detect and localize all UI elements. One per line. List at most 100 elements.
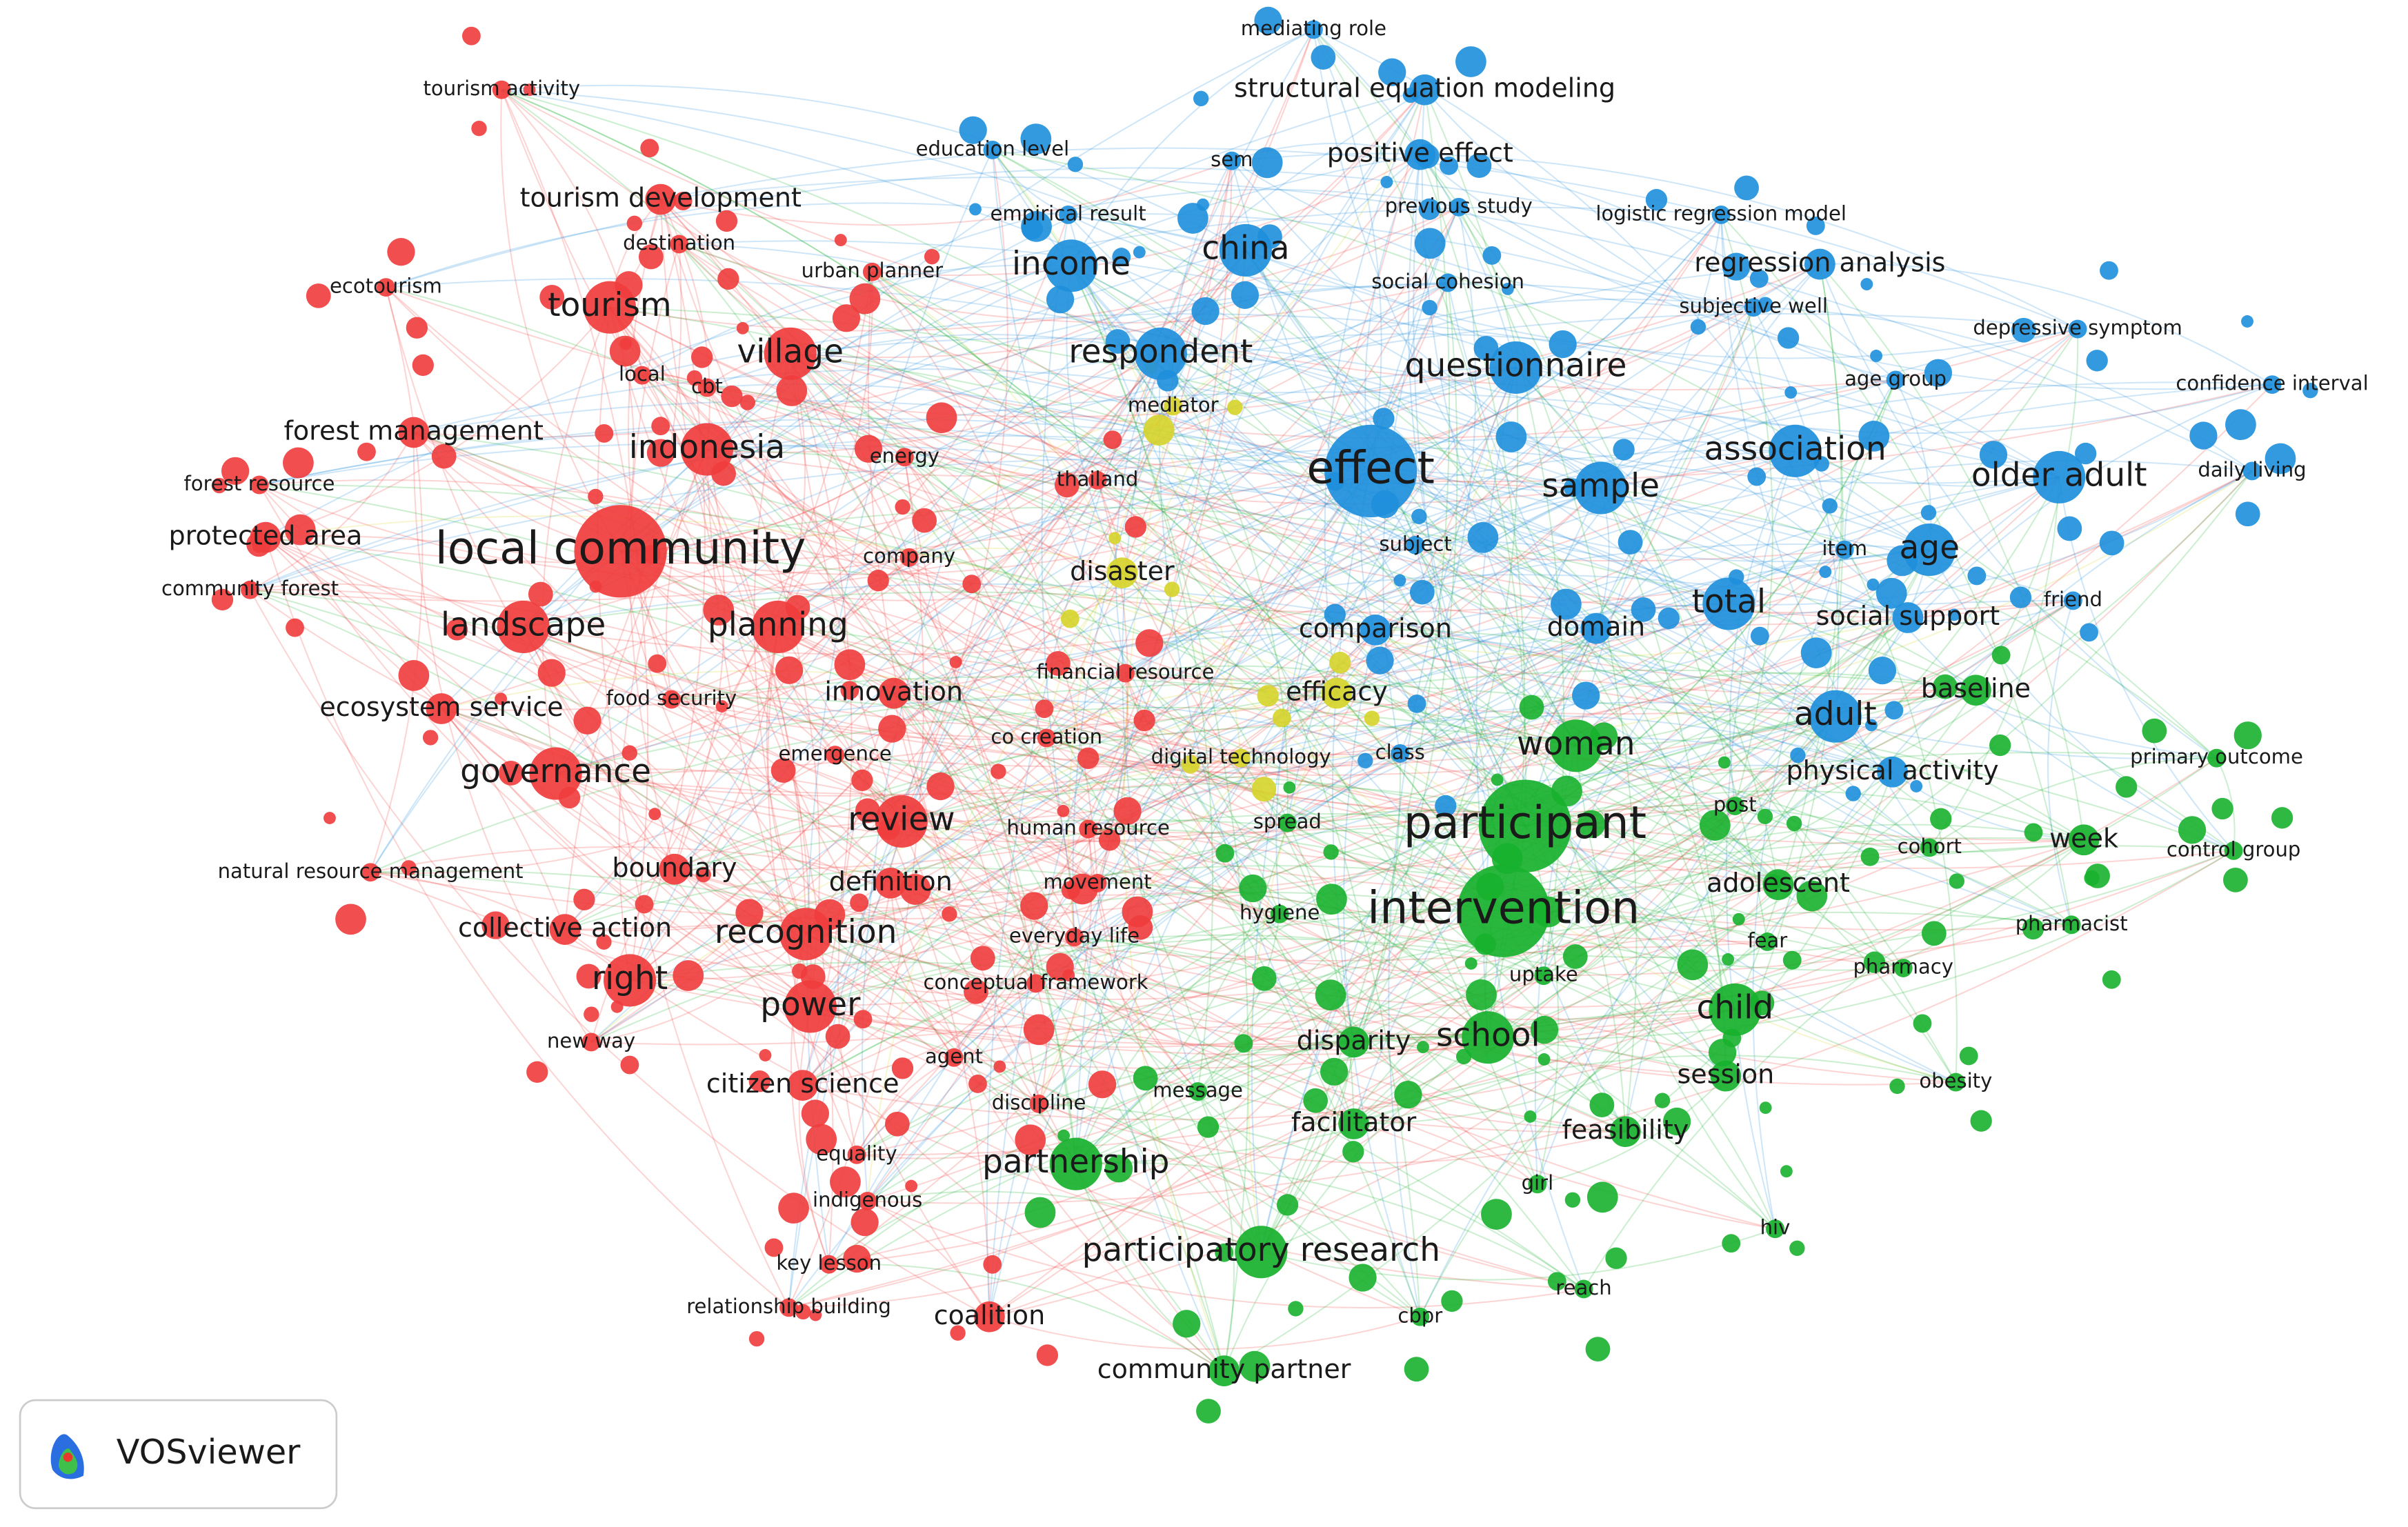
edge <box>590 933 806 1043</box>
edge <box>370 706 1577 873</box>
node <box>412 354 434 377</box>
node-label: forest management <box>284 415 544 446</box>
node <box>1036 1344 1059 1366</box>
edge <box>250 589 1355 1043</box>
edge <box>1370 214 1722 472</box>
node <box>1411 1307 1430 1326</box>
edge <box>265 537 806 935</box>
node <box>1026 974 1046 993</box>
node-label: local community <box>435 523 806 575</box>
node <box>1049 1137 1102 1190</box>
node <box>633 366 652 385</box>
node-label: pharmacist <box>2016 912 2128 935</box>
node <box>1394 1080 1422 1109</box>
node <box>847 1145 866 1164</box>
node-label: landscape <box>441 606 606 643</box>
node-label: thailand <box>1057 467 1139 490</box>
edge <box>1515 367 2273 434</box>
edge <box>1834 383 2273 717</box>
node <box>1060 609 1079 628</box>
edge <box>810 934 1544 1008</box>
edge <box>630 752 1401 981</box>
node <box>1589 1092 1615 1118</box>
edge <box>1035 982 1735 1051</box>
node-label: school <box>1436 1017 1540 1055</box>
edge <box>629 626 779 981</box>
edge <box>386 286 1288 824</box>
node-label: positive effect <box>1327 138 1513 168</box>
node <box>2057 516 2082 541</box>
edge <box>1375 629 1956 1084</box>
node <box>1654 1092 1671 1108</box>
node <box>2225 409 2256 441</box>
node <box>241 580 259 599</box>
edge <box>619 550 1280 915</box>
node-label: energy <box>870 444 939 468</box>
edge <box>370 689 1976 920</box>
node <box>968 1075 987 1093</box>
edge <box>629 850 2234 1046</box>
node <box>1863 951 1886 973</box>
node <box>1077 747 1099 770</box>
node-label: age <box>1900 529 1960 567</box>
node <box>2086 350 2108 372</box>
node <box>779 1298 798 1317</box>
edge <box>1503 771 1893 912</box>
edge <box>564 669 1976 930</box>
edge <box>1122 572 1909 657</box>
node <box>695 866 711 883</box>
edge <box>413 432 1930 613</box>
node <box>878 715 906 743</box>
node <box>1037 728 1056 748</box>
edge <box>1487 549 1931 1039</box>
edge <box>500 90 621 552</box>
edge <box>1261 1228 1775 1281</box>
node <box>801 1099 829 1128</box>
node <box>1913 1014 1932 1033</box>
edge <box>1260 690 1977 1253</box>
edge <box>1160 282 1449 355</box>
node-label: woman <box>1517 725 1635 763</box>
node <box>875 795 928 848</box>
node <box>1562 944 1588 969</box>
edge <box>1088 828 1735 1010</box>
node <box>387 238 415 266</box>
node <box>1749 269 1769 288</box>
node <box>875 868 906 899</box>
edge <box>867 1190 1262 1253</box>
node <box>1718 756 1731 769</box>
edge <box>802 629 1376 1086</box>
edge <box>673 457 906 870</box>
node-label: movement <box>1043 870 1151 893</box>
node <box>686 370 703 386</box>
node <box>1435 795 1457 817</box>
edge <box>1088 701 1835 830</box>
node <box>867 570 889 592</box>
edge <box>555 768 1098 884</box>
node <box>1418 198 1440 220</box>
edge <box>893 693 1037 984</box>
edge <box>810 975 1544 1048</box>
edge <box>1260 263 1821 1252</box>
edge <box>1575 745 2072 926</box>
edge <box>670 263 1820 700</box>
node <box>1020 123 1052 154</box>
edge <box>1248 692 1337 1252</box>
node-label: baseline <box>1921 673 2031 703</box>
edge <box>1795 450 2060 487</box>
edge <box>1515 366 1930 550</box>
edge <box>1122 367 1516 574</box>
edge <box>901 470 1371 822</box>
edge <box>989 1316 1421 1350</box>
edge <box>523 89 1426 628</box>
node-label: sample <box>1542 467 1660 505</box>
node <box>1411 508 1427 524</box>
edge <box>828 367 1517 1265</box>
edge <box>835 627 1375 756</box>
edge <box>1375 629 1736 1010</box>
edge <box>674 839 2084 961</box>
edge <box>259 418 1909 619</box>
node <box>1481 1199 1512 1230</box>
edge <box>1975 329 2079 691</box>
edge <box>1819 263 2218 759</box>
